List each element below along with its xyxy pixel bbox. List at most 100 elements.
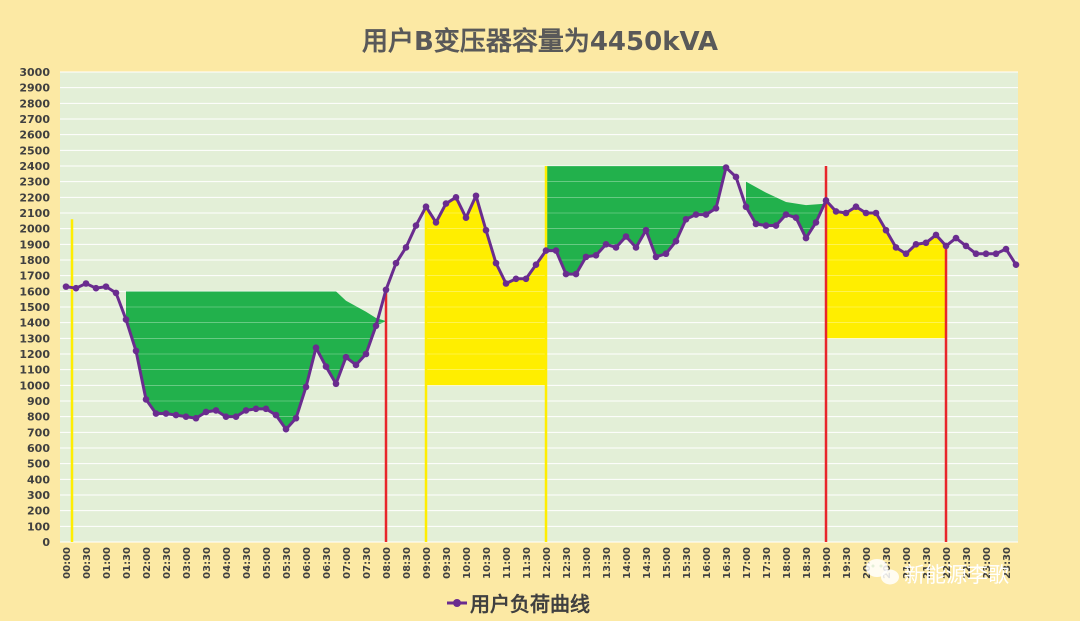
data-point: [802, 234, 810, 242]
watermark-text: 新能源李歌: [904, 563, 1009, 587]
y-tick-label: 2600: [19, 129, 50, 142]
y-tick-label: 400: [27, 473, 50, 486]
data-point: [702, 211, 710, 218]
x-tick-label: 22:30: [962, 547, 973, 579]
data-point: [962, 242, 970, 250]
data-point: [862, 209, 870, 217]
data-point: [352, 361, 360, 369]
legend-label: 用户负荷曲线: [470, 592, 590, 616]
x-tick-label: 20:30: [882, 547, 893, 579]
vertical-markers: [70, 166, 948, 542]
data-point: [562, 270, 570, 278]
x-tick-label: 02:00: [142, 547, 153, 579]
y-tick-label: 1000: [19, 379, 50, 392]
chart-title: 用户B变压器容量为4450kVA: [362, 26, 718, 57]
x-tick-label: 08:00: [382, 547, 393, 579]
data-point: [992, 250, 1000, 258]
data-point: [302, 383, 310, 391]
data-point: [212, 407, 220, 414]
data-point: [72, 284, 80, 292]
shade-region-green: [546, 166, 726, 275]
x-tick-label: 17:30: [762, 547, 773, 579]
y-tick-label: 1100: [19, 364, 50, 377]
y-tick-label: 2300: [19, 176, 50, 189]
data-point: [432, 219, 440, 226]
x-tick-label: 09:30: [442, 547, 453, 579]
y-tick-label: 1400: [19, 317, 50, 330]
data-point: [502, 280, 510, 287]
data-point: [942, 242, 950, 250]
y-tick-label: 2000: [19, 223, 50, 236]
data-point: [332, 380, 340, 388]
watermark: 新能源李歌: [866, 559, 1009, 587]
data-point: [452, 194, 460, 201]
data-point: [542, 247, 550, 254]
y-tick-label: 2700: [19, 113, 50, 126]
data-point: [412, 222, 420, 229]
data-point: [772, 222, 780, 229]
x-tick-label: 06:00: [302, 547, 313, 579]
x-tick-label: 13:30: [602, 547, 613, 579]
data-point: [812, 219, 820, 226]
data-point: [622, 233, 630, 240]
data-point: [82, 280, 90, 287]
x-tick-label: 02:30: [162, 547, 173, 579]
data-point: [832, 208, 840, 215]
x-tick-label: 05:00: [262, 547, 273, 579]
data-point: [552, 247, 560, 254]
data-point: [782, 211, 790, 218]
x-tick-label: 11:30: [522, 547, 533, 579]
data-point: [482, 226, 490, 234]
data-point: [402, 244, 410, 251]
x-tick-label: 20:00: [862, 547, 873, 579]
y-tick-label: 1700: [19, 270, 50, 283]
y-tick-label: 300: [27, 489, 50, 502]
legend: 用户负荷曲线: [447, 592, 590, 616]
y-tick-label: 700: [27, 426, 50, 439]
x-tick-label: 18:30: [802, 547, 813, 579]
x-tick-label: 07:00: [342, 547, 353, 579]
legend-swatch-marker: [453, 599, 461, 607]
x-tick-label: 07:30: [362, 547, 373, 579]
y-tick-label: 1900: [19, 238, 50, 251]
y-tick-label: 3000: [19, 66, 50, 79]
x-tick-label: 05:30: [282, 547, 293, 579]
x-tick-label: 01:30: [122, 547, 133, 579]
data-point: [172, 411, 180, 419]
data-point: [202, 408, 210, 416]
x-tick-label: 19:00: [822, 547, 833, 579]
data-point: [582, 253, 590, 261]
data-point: [92, 284, 100, 292]
x-tick-label: 00:00: [62, 547, 73, 579]
y-tick-label: 1600: [19, 285, 50, 298]
x-tick-label: 06:30: [322, 547, 333, 579]
x-tick-label: 12:00: [542, 547, 553, 579]
data-point: [932, 231, 940, 239]
x-tick-label: 10:00: [462, 547, 473, 579]
x-tick-label: 10:30: [482, 547, 493, 579]
data-point: [272, 411, 280, 419]
data-point: [642, 226, 650, 234]
data-point: [612, 244, 620, 251]
x-tick-label: 21:00: [902, 547, 913, 579]
data-point: [682, 215, 690, 223]
data-point: [1002, 245, 1010, 253]
y-tick-label: 1200: [19, 348, 50, 361]
x-tick-label: 12:30: [562, 547, 573, 579]
shade-region-yellow: [826, 200, 946, 339]
data-point: [162, 410, 170, 417]
x-tick-label: 16:30: [722, 547, 733, 579]
data-point: [192, 414, 200, 422]
data-point: [362, 350, 370, 358]
data-point: [742, 203, 750, 211]
y-tick-label: 2200: [19, 191, 50, 204]
wechat-icon: [866, 559, 899, 585]
x-tick-label: 15:00: [662, 547, 673, 579]
x-tick-label: 17:00: [742, 547, 753, 579]
y-tick-label: 100: [27, 520, 50, 533]
x-tick-label: 22:00: [942, 547, 953, 579]
data-point: [722, 164, 730, 171]
series-layer: [62, 164, 1020, 433]
data-point: [262, 405, 270, 413]
